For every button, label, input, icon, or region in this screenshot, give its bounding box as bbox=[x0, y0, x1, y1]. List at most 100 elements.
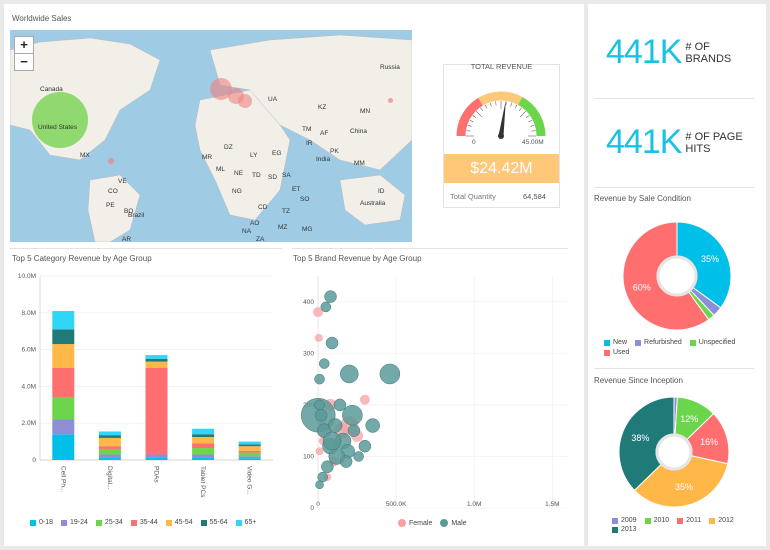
bar-segment[interactable] bbox=[192, 443, 215, 449]
scatter-point-male[interactable] bbox=[342, 404, 363, 426]
donut-legend-item[interactable]: 2011 bbox=[677, 517, 701, 524]
bar-legend-item[interactable]: 45-54 bbox=[165, 519, 193, 526]
bar-segment[interactable] bbox=[145, 457, 168, 460]
legend-label: Refurbished bbox=[644, 339, 682, 346]
bar-segment[interactable] bbox=[52, 344, 75, 368]
scatter-point-female[interactable] bbox=[313, 307, 323, 318]
bar-segment[interactable] bbox=[238, 444, 261, 447]
bar-segment[interactable] bbox=[52, 419, 75, 435]
scatter-point-male[interactable] bbox=[324, 290, 337, 303]
bar-segment[interactable] bbox=[52, 329, 75, 345]
donut-legend-item[interactable]: 2012 bbox=[709, 517, 734, 524]
scatter-legend-item[interactable]: Male bbox=[440, 519, 467, 527]
donut-legend-item[interactable]: 2013 bbox=[612, 526, 637, 533]
bar-segment[interactable] bbox=[98, 454, 121, 458]
legend-label: 45-54 bbox=[174, 519, 193, 526]
legend-label: 0-18 bbox=[39, 519, 54, 526]
donut-legend-item[interactable]: 2009 bbox=[612, 517, 637, 524]
scatter-point-male[interactable] bbox=[314, 399, 325, 411]
europe-sales-bubble-1[interactable] bbox=[210, 78, 232, 100]
brand-revenue-bubble-chart[interactable]: 01002003004000500.0K1.0M1.5M bbox=[288, 268, 573, 518]
scatter-point-male[interactable] bbox=[358, 439, 372, 453]
legend-label: Male bbox=[451, 519, 467, 527]
bar-legend-item[interactable]: 19-24 bbox=[61, 519, 88, 526]
bar-segment[interactable] bbox=[192, 454, 215, 458]
donut-legend-item[interactable]: 2010 bbox=[644, 517, 669, 524]
scatter-point-female[interactable] bbox=[315, 447, 324, 456]
scatter-point-male[interactable] bbox=[365, 418, 380, 433]
scatter-point-male[interactable] bbox=[319, 358, 330, 369]
scatter-point-male[interactable] bbox=[353, 451, 364, 462]
bar-legend-item[interactable]: 25-34 bbox=[95, 519, 123, 526]
russia-sales-bubble[interactable] bbox=[388, 98, 393, 103]
map-label: IR bbox=[306, 140, 313, 147]
scatter-point-male[interactable] bbox=[333, 398, 347, 412]
donut-legend-item[interactable]: New bbox=[604, 339, 627, 346]
scatter-point-male[interactable] bbox=[340, 364, 359, 384]
bar-segment[interactable] bbox=[52, 310, 75, 330]
bar-segment[interactable] bbox=[192, 434, 215, 437]
scatter-point-male[interactable] bbox=[339, 455, 353, 468]
map-label: Brazil bbox=[128, 212, 145, 219]
bar-segment[interactable] bbox=[98, 446, 121, 449]
bar-segment[interactable] bbox=[192, 448, 215, 455]
donut-slice-label: 12% bbox=[680, 414, 698, 424]
bar-segment[interactable] bbox=[238, 446, 261, 451]
bar-segment[interactable] bbox=[238, 458, 261, 460]
bar-segment[interactable] bbox=[238, 456, 261, 459]
bar-category-label: Digital... bbox=[106, 466, 113, 490]
legend-swatch bbox=[644, 517, 651, 524]
bar-segment[interactable] bbox=[98, 431, 121, 436]
gauge-band-0 bbox=[456, 97, 484, 137]
bar-segment[interactable] bbox=[192, 437, 215, 444]
scatter-point-female[interactable] bbox=[359, 394, 370, 405]
donut-legend-item[interactable]: Used bbox=[604, 349, 629, 356]
scatter-legend-item[interactable]: Female bbox=[398, 519, 432, 527]
bar-segment[interactable] bbox=[192, 457, 215, 460]
bar-segment[interactable] bbox=[192, 428, 215, 435]
scatter-point-male[interactable] bbox=[322, 431, 342, 451]
inception-donut[interactable]: 12% 16% 35% 38% bbox=[592, 390, 762, 515]
scatter-point-male[interactable] bbox=[321, 460, 334, 474]
bar-segment[interactable] bbox=[145, 368, 168, 455]
bar-segment[interactable] bbox=[238, 441, 261, 445]
map-zoom-out-button[interactable]: − bbox=[14, 53, 34, 71]
bar-segment[interactable] bbox=[145, 454, 168, 458]
scatter-point-female[interactable] bbox=[314, 333, 323, 342]
united-states-sales-bubble[interactable] bbox=[32, 92, 88, 148]
scatter-point-male[interactable] bbox=[314, 373, 325, 385]
bar-segment[interactable] bbox=[98, 437, 121, 447]
bar-segment[interactable] bbox=[98, 448, 121, 455]
scatter-point-male[interactable] bbox=[315, 480, 324, 490]
europe-sales-bubble-3[interactable] bbox=[238, 94, 252, 108]
bar-segment[interactable] bbox=[98, 457, 121, 460]
bar-segment[interactable] bbox=[238, 452, 261, 457]
scatter-point-male[interactable] bbox=[347, 424, 361, 437]
category-revenue-bar-chart[interactable]: 0 2.0M 4.0M 6.0M 8.0M 10.0M Cell Ph... Digital.… bbox=[8, 268, 283, 518]
scatter-point-male[interactable] bbox=[379, 363, 401, 385]
bar-segment[interactable] bbox=[98, 435, 121, 438]
bar-segment[interactable] bbox=[145, 361, 168, 368]
bar-segment[interactable] bbox=[52, 368, 75, 398]
scatter-point-male[interactable] bbox=[327, 418, 343, 433]
bar-legend-item[interactable]: 0-18 bbox=[30, 519, 53, 526]
map-label: LY bbox=[250, 152, 258, 159]
world-map[interactable]: + − Russia Canada United States China India B… bbox=[10, 30, 412, 242]
donut-legend-item[interactable]: Refurbished bbox=[635, 339, 682, 346]
scatter-point-male[interactable] bbox=[320, 301, 332, 313]
donut-legend-item[interactable]: Unspecified bbox=[689, 339, 735, 346]
gauge-tick bbox=[469, 119, 474, 123]
map-zoom-in-button[interactable]: + bbox=[14, 36, 34, 54]
sale-condition-donut[interactable]: 35% 60% bbox=[592, 208, 762, 338]
bar-segment[interactable] bbox=[145, 355, 168, 359]
bar-segment[interactable] bbox=[145, 358, 168, 362]
bar-legend-item[interactable]: 55-64 bbox=[200, 519, 228, 526]
bar-legend-item[interactable]: 65+ bbox=[235, 519, 256, 526]
bar-segment[interactable] bbox=[52, 434, 75, 460]
scatter-point-male[interactable] bbox=[325, 336, 339, 350]
bar-legend-item[interactable]: 35-44 bbox=[130, 519, 158, 526]
bar-segment[interactable] bbox=[52, 397, 75, 420]
scatter-point-male[interactable] bbox=[314, 408, 328, 422]
mexico-sales-bubble[interactable] bbox=[108, 158, 114, 164]
bar-segment[interactable] bbox=[238, 450, 261, 453]
